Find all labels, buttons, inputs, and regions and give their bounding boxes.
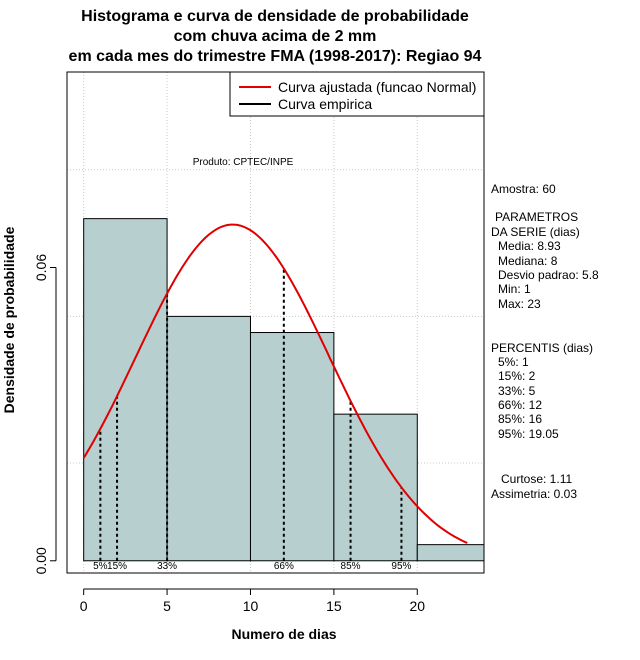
stat-p5: 5%: 1 bbox=[498, 355, 529, 369]
percentile-label: 85% bbox=[341, 561, 361, 572]
x-tick-label: 15 bbox=[326, 598, 342, 614]
statistics-panel: Amostra: 60 PARAMETROS DA SERIE (dias) M… bbox=[491, 182, 599, 501]
stat-p66: 66%: 12 bbox=[498, 398, 542, 412]
legend: Curva ajustada (funcao Normal) Curva emp… bbox=[229, 71, 485, 117]
histogram-bars bbox=[83, 218, 485, 562]
legend-label-empirical: Curva empirica bbox=[278, 96, 372, 112]
stat-p15: 15%: 2 bbox=[498, 369, 536, 383]
legend-box bbox=[229, 71, 485, 117]
x-tick-label: 10 bbox=[243, 598, 259, 614]
x-tick-label: 20 bbox=[409, 598, 425, 614]
x-tick-label: 0 bbox=[80, 598, 88, 614]
stat-param-title-2: DA SERIE (dias) bbox=[491, 225, 580, 239]
y-axis-title: Densidade de probabilidade bbox=[1, 226, 17, 413]
stat-amostra: Amostra: 60 bbox=[491, 182, 556, 196]
normal-curve bbox=[82, 223, 468, 544]
percentile-label: 33% bbox=[157, 561, 177, 572]
chart-title-line-3: em cada mes do trimestre FMA (1998-2017)… bbox=[69, 48, 482, 65]
histogram-bar bbox=[333, 413, 418, 562]
stat-p85: 85%: 16 bbox=[498, 412, 542, 426]
stat-p33: 33%: 5 bbox=[498, 384, 536, 398]
chart-title-line-1: Histograma e curva de densidade de proba… bbox=[81, 8, 469, 25]
percentile-label: 66% bbox=[274, 561, 294, 572]
stat-param-title-1: PARAMETROS bbox=[495, 210, 578, 224]
x-tick-label: 5 bbox=[163, 598, 171, 614]
stat-media: Media: 8.93 bbox=[498, 239, 561, 253]
stat-min: Min: 1 bbox=[498, 282, 531, 296]
legend-label-normal: Curva ajustada (funcao Normal) bbox=[278, 79, 476, 95]
percentile-label: 95% bbox=[391, 561, 411, 572]
y-tick-label: 0.06 bbox=[33, 254, 49, 281]
percentile-label: 15% bbox=[107, 561, 127, 572]
histogram-bar bbox=[249, 332, 335, 562]
y-tick-label: 0.00 bbox=[33, 547, 49, 574]
stat-max: Max: 23 bbox=[498, 297, 541, 311]
product-annotation: Produto: CPTEC/INPE bbox=[193, 157, 294, 168]
stat-mediana: Mediana: 8 bbox=[498, 254, 558, 268]
stat-p95: 95%: 19.05 bbox=[498, 427, 559, 441]
histogram-bar bbox=[83, 218, 168, 562]
percentile-label: 5% bbox=[93, 561, 108, 572]
stat-percentis-title: PERCENTIS (dias) bbox=[491, 341, 593, 355]
stat-desvio: Desvio padrao: 5.8 bbox=[498, 268, 599, 282]
x-axis-title: Numero de dias bbox=[231, 626, 336, 642]
chart-title-line-2: com chuva acima de 2 mm bbox=[174, 28, 377, 45]
stat-assimetria: Assimetria: 0.03 bbox=[491, 487, 577, 501]
histogram-bar bbox=[416, 544, 485, 562]
stat-curtose: Curtose: 1.11 bbox=[501, 472, 572, 486]
percentile-markers: 5% 15% 33% 66% 85% 95% bbox=[93, 268, 412, 572]
axes: 0 5 10 15 20 0.00 0.06 bbox=[33, 254, 425, 614]
histogram-bar bbox=[166, 315, 251, 562]
